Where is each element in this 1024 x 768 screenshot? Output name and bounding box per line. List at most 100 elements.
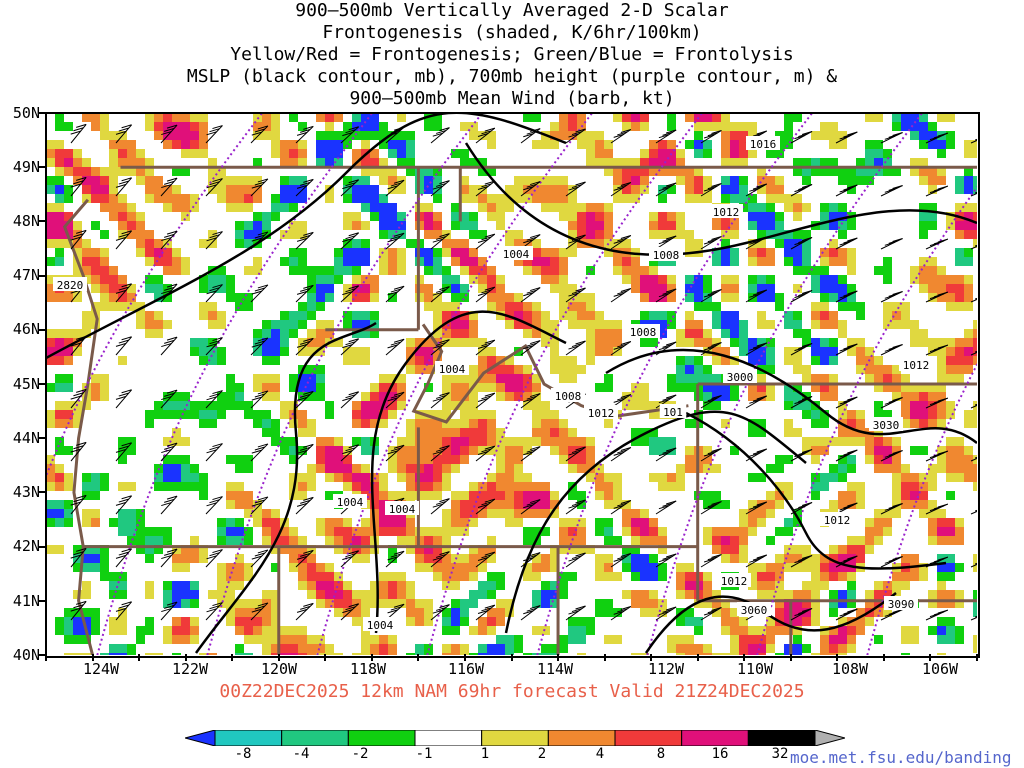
- frontogenesis-cell: [343, 257, 352, 266]
- wind-barb: [520, 340, 541, 356]
- frontogenesis-cell: [856, 410, 865, 419]
- frontogenesis-cell: [766, 293, 775, 302]
- barb-feather: [752, 503, 764, 508]
- frontogenesis-cell: [361, 644, 370, 653]
- frontogenesis-cell: [55, 167, 64, 176]
- frontogenesis-cell: [802, 410, 811, 419]
- frontogenesis-cell: [280, 545, 289, 554]
- barb-feather: [884, 453, 895, 458]
- frontogenesis-cell: [415, 356, 424, 365]
- lon-tick: [277, 654, 280, 661]
- frontogenesis-cell: [487, 626, 496, 635]
- frontogenesis-cell: [919, 329, 928, 338]
- lon-tick: [650, 654, 653, 661]
- frontogenesis-cell: [892, 581, 901, 590]
- barb-staff: [160, 442, 178, 462]
- frontogenesis-cell: [820, 203, 829, 212]
- frontogenesis-cell: [919, 509, 928, 518]
- barb-feather: [749, 293, 760, 298]
- frontogenesis-cell: [928, 131, 937, 140]
- frontogenesis-cell: [595, 158, 604, 167]
- frontogenesis-cell: [640, 176, 649, 185]
- frontogenesis-cell: [100, 167, 109, 176]
- barb-feather: [707, 556, 718, 561]
- wind-barb: [970, 615, 977, 621]
- frontogenesis-cell: [838, 590, 847, 599]
- wind-barb: [925, 238, 949, 250]
- wind-barb: [430, 551, 450, 568]
- frontogenesis-cell: [955, 356, 964, 365]
- frontogenesis-cell: [631, 527, 640, 536]
- barb-feather: [161, 343, 172, 348]
- frontogenesis-cell: [712, 221, 721, 230]
- frontogenesis-cell: [649, 608, 658, 617]
- barb-feather: [703, 505, 715, 510]
- frontogenesis-cell: [766, 536, 775, 545]
- frontogenesis-cell: [955, 185, 964, 194]
- barb-feather: [568, 610, 579, 615]
- frontogenesis-cell: [82, 176, 91, 185]
- barb-feather: [798, 398, 809, 403]
- barb-feather: [617, 608, 628, 613]
- barb-feather: [884, 135, 895, 140]
- frontogenesis-cell: [757, 275, 766, 284]
- frontogenesis-cell: [91, 257, 100, 266]
- frontogenesis-cell: [829, 590, 838, 599]
- frontogenesis-cell: [577, 365, 586, 374]
- frontogenesis-cell: [307, 329, 316, 338]
- wind-barb: [70, 176, 87, 197]
- frontogenesis-cell: [172, 617, 181, 626]
- wind-barb: [745, 395, 768, 409]
- frontogenesis-cell: [118, 302, 127, 311]
- barb-feather: [164, 233, 175, 238]
- frontogenesis-cell: [550, 644, 559, 653]
- frontogenesis-cell: [433, 257, 442, 266]
- frontogenesis-cell: [748, 203, 757, 212]
- height-label-bg: [723, 369, 757, 383]
- barb-staff: [970, 139, 977, 144]
- frontogenesis-cell: [289, 383, 298, 392]
- frontogenesis-cell: [487, 446, 496, 455]
- frontogenesis-cell: [118, 221, 127, 230]
- frontogenesis-cell: [73, 410, 82, 419]
- frontogenesis-cell: [910, 275, 919, 284]
- frontogenesis-cell: [370, 284, 379, 293]
- frontogenesis-cell: [748, 194, 757, 203]
- frontogenesis-cell: [703, 653, 712, 655]
- frontogenesis-cell: [361, 545, 370, 554]
- barb-staff: [610, 182, 632, 197]
- frontogenesis-cell: [334, 545, 343, 554]
- frontogenesis-cell: [469, 491, 478, 500]
- frontogenesis-cell: [496, 500, 505, 509]
- frontogenesis-cell: [271, 428, 280, 437]
- frontogenesis-cell: [937, 140, 946, 149]
- frontogenesis-cell: [730, 392, 739, 401]
- height-label-bg: [737, 602, 771, 616]
- frontogenesis-cell: [478, 419, 487, 428]
- frontogenesis-cell: [55, 626, 64, 635]
- frontogenesis-cell: [784, 563, 793, 572]
- frontogenesis-cell: [208, 653, 217, 655]
- barb-feather: [118, 127, 129, 132]
- frontogenesis-cell: [955, 464, 964, 473]
- frontogenesis-cell: [55, 149, 64, 158]
- barb-feather: [530, 340, 541, 345]
- frontogenesis-cell: [145, 248, 154, 257]
- frontogenesis-cell: [658, 221, 667, 230]
- source-credit-link[interactable]: moe.met.fsu.edu/banding: [790, 748, 1012, 767]
- forecast-valid-text: 00Z22DEC2025 12km NAM 69hr forecast Vali…: [219, 681, 805, 702]
- frontogenesis-cell: [667, 473, 676, 482]
- frontogenesis-cell: [397, 374, 406, 383]
- barb-staff: [475, 551, 496, 568]
- frontogenesis-cell: [244, 563, 253, 572]
- frontogenesis-cell: [829, 554, 838, 563]
- barb-feather: [164, 498, 175, 503]
- barb-feather: [974, 244, 977, 247]
- frontogenesis-cell: [478, 374, 487, 383]
- barb-feather: [118, 286, 129, 291]
- barb-feather: [523, 186, 534, 191]
- frontogenesis-cell: [73, 653, 82, 655]
- barb-feather: [568, 292, 579, 297]
- frontogenesis-cell: [649, 563, 658, 572]
- barb-feather: [707, 503, 718, 508]
